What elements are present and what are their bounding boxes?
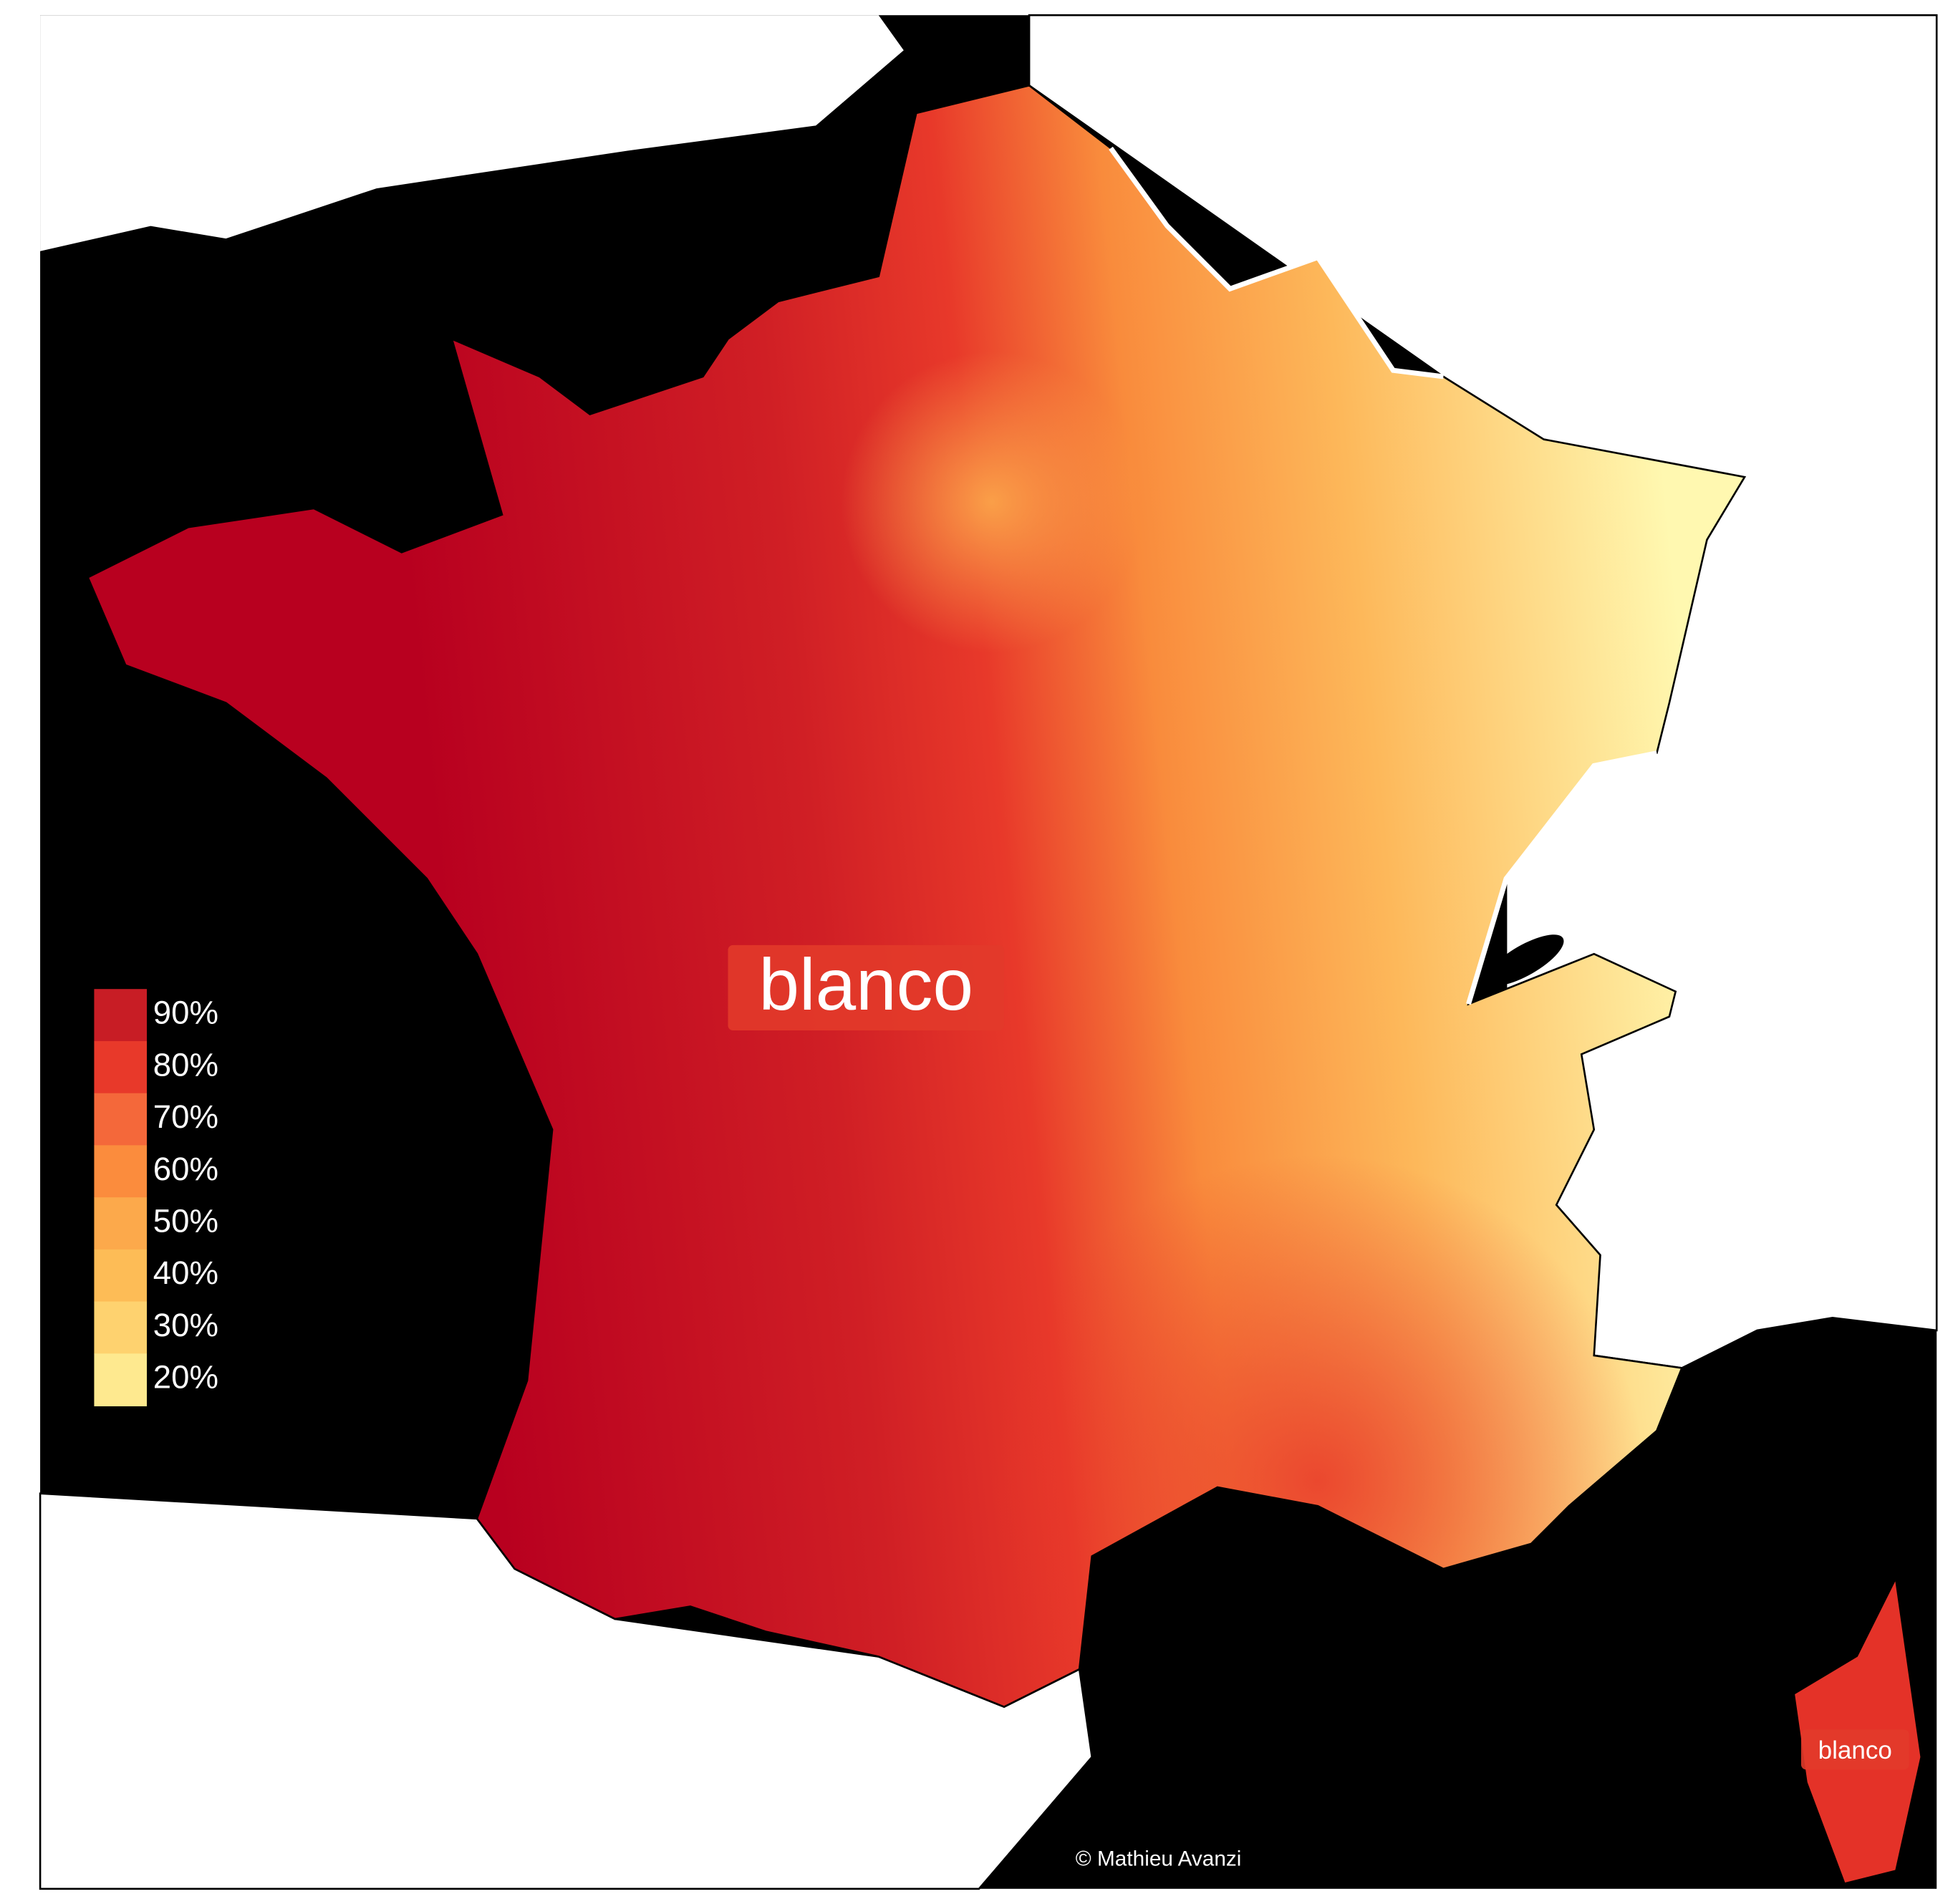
uk (40, 15, 904, 251)
legend-swatch (94, 1301, 148, 1355)
dialect-border (1109, 146, 1444, 380)
legend-label: 70% (153, 1098, 218, 1135)
legend-swatch (94, 1197, 148, 1250)
label-box (728, 944, 1005, 1031)
legend-swatch (94, 1249, 148, 1303)
legend-label: 50% (153, 1203, 218, 1239)
legend-label: 80% (153, 1046, 218, 1083)
map-label: blanco (1818, 1736, 1892, 1764)
legend-swatch (94, 1145, 148, 1199)
legend-label: 90% (153, 995, 218, 1031)
labels: blanco blanco (728, 944, 1909, 1770)
credit: © Mathieu Avanzi (1076, 1847, 1242, 1870)
legend-swatch (94, 989, 148, 1042)
lake-geneva (1486, 934, 1564, 986)
map-label: blanco (759, 944, 973, 1025)
legend-label: 30% (153, 1307, 218, 1343)
legend-label: 40% (153, 1255, 218, 1291)
legend-swatch (94, 1353, 148, 1406)
legend: 90% 80% 70% 60% 50% 40% 30% 20% (94, 989, 218, 1406)
dialect-border (1466, 750, 1658, 1005)
legend-swatch (94, 1093, 148, 1146)
legend-swatch (94, 1040, 148, 1094)
legend-label: 20% (153, 1359, 218, 1396)
legend-label: 60% (153, 1151, 218, 1187)
label-box (1800, 1729, 1909, 1770)
